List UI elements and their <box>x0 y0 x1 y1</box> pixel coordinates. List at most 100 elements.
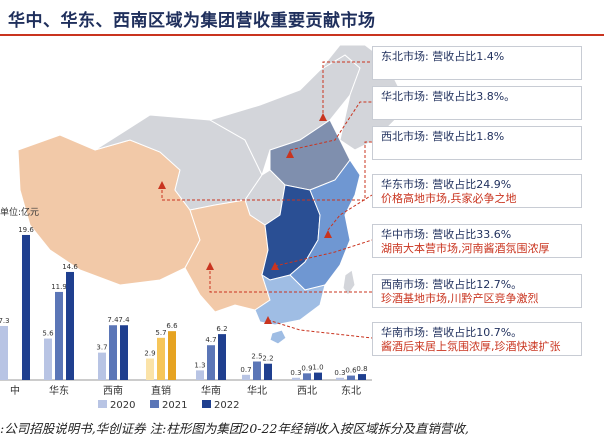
category-label-3: 直销 <box>151 384 171 397</box>
region-card-north: 华北市场: 营收占比3.8%。 <box>372 86 582 120</box>
bar-label-2021-5: 2.5 <box>251 353 262 361</box>
bar-label-2021-4: 4.7 <box>205 336 216 344</box>
leader-north <box>289 101 372 151</box>
region-card-central-text: 华中市场: 营收占比33.6% <box>381 228 512 241</box>
bar-2020-4 <box>196 370 204 380</box>
bar-label-2021-7: 0.6 <box>345 367 357 375</box>
bar-label-2022-7: 0.8 <box>356 365 367 373</box>
region-card-northwest: 西北市场: 营收占比1.8% <box>372 126 582 160</box>
region-card-north-text: 华北市场: 营收占比3.8%。 <box>381 90 516 103</box>
leader-lines <box>161 61 373 339</box>
marker-northeast <box>319 113 327 121</box>
bar-label-2021-2: 7.4 <box>107 316 119 324</box>
bar-2022-5 <box>264 363 272 380</box>
source-note: :公司招股说明书,华创证券 注:柱形图为集团20-22年经销收入按区域拆分及直销… <box>0 421 469 436</box>
bar-label-2022-1: 14.6 <box>62 263 78 271</box>
bar-2021-1 <box>55 291 63 380</box>
category-label-2: 西南 <box>103 384 123 397</box>
region-card-south-text: 华南市场: 营收占比10.7%。 <box>381 326 523 339</box>
leader-east <box>327 194 373 231</box>
region-card-central-note: 湖南大本营市场,河南酱酒氛围浓厚 <box>381 242 550 255</box>
bar-2021-4 <box>207 345 215 380</box>
legend-swatch-2020 <box>98 400 107 408</box>
marker-east <box>324 230 332 238</box>
bar-2020-6 <box>292 377 300 380</box>
region-card-southwest-note: 珍酒基地市场,川黔产区竞争激烈 <box>381 292 539 305</box>
map-region-south <box>254 273 326 326</box>
bar-2020-7 <box>336 377 344 380</box>
bar-label-2020-2: 3.7 <box>96 344 107 352</box>
bar-label-2020-0: 7.3 <box>0 317 10 325</box>
bar-label-2022-0: 19.6 <box>18 226 34 234</box>
bar-label-2022-5: 2.2 <box>262 355 273 363</box>
bar-label-2022-4: 6.2 <box>216 325 227 333</box>
category-label-7: 东北 <box>341 384 361 397</box>
bar-2022-7 <box>358 374 366 380</box>
bar-label-2022-2: 7.4 <box>118 316 130 324</box>
bar-2020-3 <box>146 358 154 380</box>
bar-label-2020-1: 5.6 <box>42 330 54 338</box>
region-card-south: 华南市场: 营收占比10.7%。 酱酒后来居上氛围浓厚,珍酒快速扩张 <box>372 322 582 356</box>
region-card-northwest-text: 西北市场: 营收占比1.8% <box>381 130 505 143</box>
bar-2021-5 <box>253 361 261 380</box>
legend-label-2022: 2022 <box>214 400 239 411</box>
map-region-east <box>289 159 361 291</box>
category-label-0: 中 <box>10 384 20 397</box>
leader-northwest <box>161 141 372 201</box>
bar-2020-2 <box>98 352 106 380</box>
bar-2021-7 <box>347 375 355 380</box>
china-map <box>17 44 401 345</box>
region-card-southwest: 西南市场: 营收占比12.7%。 珍酒基地市场,川黔产区竞争激烈 <box>372 274 582 308</box>
bar-2020-0 <box>0 325 8 380</box>
region-card-central: 华中市场: 营收占比33.6% 湖南大本营市场,河南酱酒氛围浓厚 <box>372 224 582 258</box>
region-card-northeast-text: 东北市场: 营收占比1.4% <box>381 50 505 63</box>
bar-2022-1 <box>66 271 74 380</box>
leader-northeast <box>322 61 372 113</box>
bar-2022-2 <box>120 325 128 380</box>
page-title: 华中、华东、西南区域为集团营收重要贡献市场 <box>8 11 376 31</box>
leader-south <box>267 319 373 339</box>
region-card-east-note: 价格高地市场,兵家必争之地 <box>381 192 517 205</box>
bar-label-2021-1: 11.9 <box>51 283 67 291</box>
bar-label-2020-6: 0.3 <box>290 369 301 377</box>
region-card-northeast: 东北市场: 营收占比1.4% <box>372 46 582 80</box>
title-rule <box>0 34 604 36</box>
bar-label-2020-3: 2.9 <box>144 350 155 358</box>
map-region-hainan <box>269 329 287 345</box>
legend-label-2021: 2021 <box>162 400 187 411</box>
map-region-taiwan <box>342 269 356 296</box>
region-card-south-note: 酱酒后来居上氛围浓厚,珍酒快速扩张 <box>381 340 561 353</box>
region-card-east: 华东市场: 营收占比24.9% 价格高地市场,兵家必争之地 <box>372 174 582 208</box>
marker-north <box>286 150 294 158</box>
region-card-east-text: 华东市场: 营收占比24.9% <box>381 178 512 191</box>
category-label-6: 西北 <box>297 385 317 397</box>
chart-unit-label: 单位:亿元 <box>0 208 40 218</box>
bar-label-2021-6: 0.9 <box>301 364 312 372</box>
bar-2022-4 <box>218 334 226 380</box>
bar-2022-3 <box>168 331 176 380</box>
legend-label-2020: 2020 <box>110 400 135 411</box>
bar-label-2022-3: 6.6 <box>166 322 178 330</box>
category-label-1: 华东 <box>49 384 69 397</box>
legend-swatch-2022 <box>202 400 211 408</box>
bar-2021-6 <box>303 373 311 380</box>
category-label-5: 华北 <box>247 384 267 397</box>
bar-2021-2 <box>109 325 117 380</box>
category-label-4: 华南 <box>201 384 221 397</box>
bar-label-2021-3: 5.7 <box>155 329 166 337</box>
bar-label-2020-4: 1.3 <box>194 361 205 369</box>
bar-2021-3 <box>157 337 165 380</box>
bar-label-2020-7: 0.3 <box>334 369 345 377</box>
bar-label-2020-5: 0.7 <box>240 366 251 374</box>
bar-2022-0 <box>22 234 30 380</box>
leader-central <box>274 239 373 267</box>
bar-2022-6 <box>314 372 322 380</box>
region-card-southwest-text: 西南市场: 营收占比12.7%。 <box>381 278 523 291</box>
bar-2020-5 <box>242 374 250 380</box>
bar-2020-1 <box>44 338 52 380</box>
legend-swatch-2021 <box>150 400 159 408</box>
leader-southwest <box>209 266 372 293</box>
bar-label-2022-6: 1.0 <box>312 364 323 372</box>
